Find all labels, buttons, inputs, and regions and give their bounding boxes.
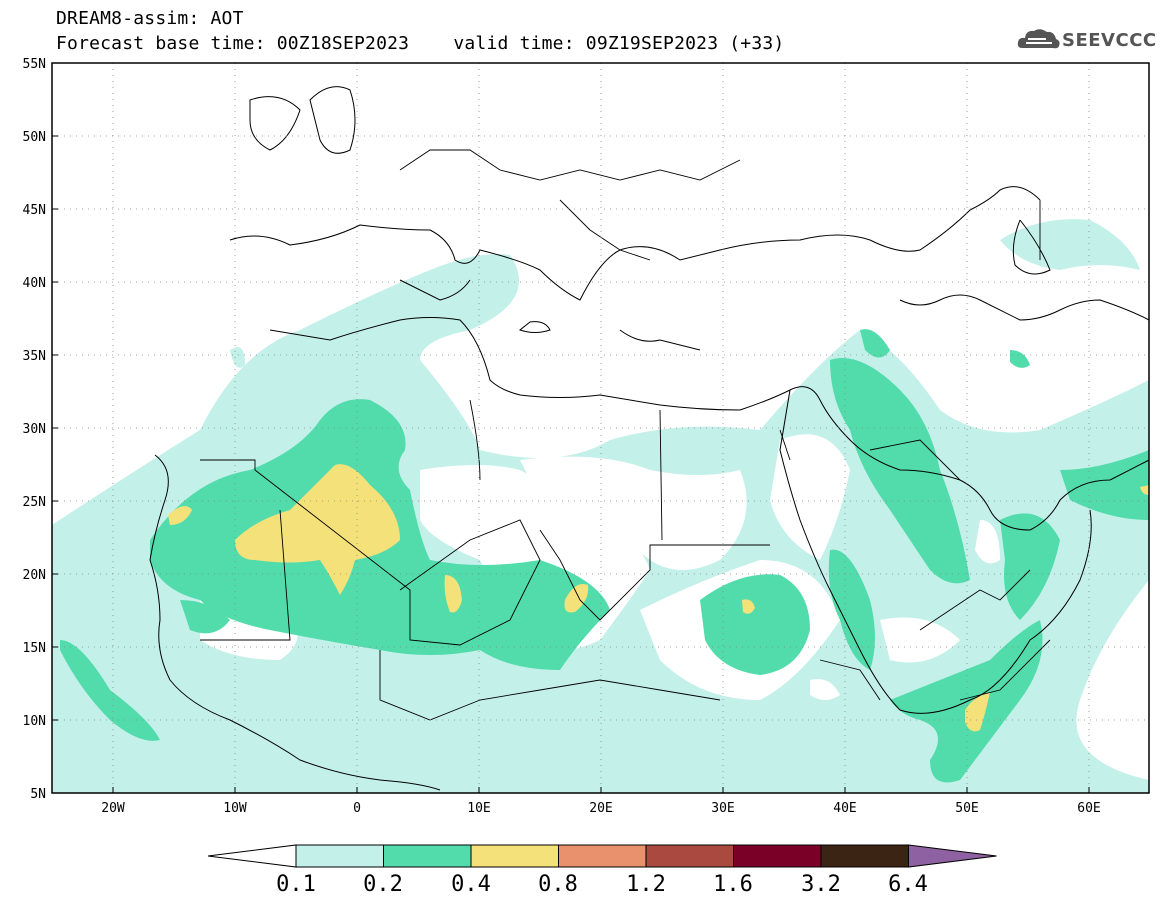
lon-label: 10W	[223, 801, 247, 816]
colorbar-swatch	[733, 844, 822, 868]
lat-label: 20N	[23, 568, 46, 583]
colorbar-swatch	[295, 844, 384, 868]
colorbar-swatch	[383, 844, 472, 868]
valid-time: valid time: 09Z19SEP2023 (+33)	[453, 33, 785, 54]
cloud-icon	[1017, 29, 1060, 49]
lon-label: 20W	[101, 801, 125, 816]
lat-label: 40N	[23, 276, 46, 291]
aot-fields	[52, 86, 1149, 793]
colorbar-label: 0.1	[276, 872, 316, 897]
axis-ticks	[52, 135, 1090, 793]
aot-level-0.4	[168, 464, 1149, 732]
colorbar	[207, 844, 997, 868]
lon-label: 10E	[467, 801, 490, 816]
colorbar-swatch	[558, 844, 647, 868]
colorbar-label: 1.2	[626, 872, 666, 897]
lon-label: 50E	[955, 801, 978, 816]
colorbar-label: 1.6	[713, 872, 753, 897]
longitude-labels: 20W 10W 0 10E 20E 30E 40E 50E 60E	[101, 801, 1100, 816]
colorbar-swatch	[645, 844, 734, 868]
lon-label: 0	[353, 801, 361, 816]
colorbar-label: 3.2	[801, 872, 841, 897]
country-borders	[200, 149, 1051, 721]
lon-label: 30E	[711, 801, 734, 816]
colorbar-swatch	[820, 844, 909, 868]
lat-label: 10N	[23, 714, 46, 729]
lat-label: 15N	[23, 641, 46, 656]
logo-text: SEEVCCC	[1062, 30, 1157, 51]
latitude-labels: 55N 50N 45N 40N 35N 30N 25N 20N 15N 10N …	[23, 57, 46, 802]
colorbar-label: 0.2	[363, 872, 403, 897]
colorbar-label: 0.8	[538, 872, 578, 897]
chart-title: DREAM8-assim: AOT	[56, 8, 244, 29]
lat-label: 45N	[23, 203, 46, 218]
lon-label: 20E	[589, 801, 612, 816]
colorbar-swatch	[470, 844, 559, 868]
base-time: Forecast base time: 00Z18SEP2023	[56, 33, 410, 54]
time-info: Forecast base time: 00Z18SEP2023 valid t…	[56, 33, 784, 54]
lon-label: 40E	[833, 801, 856, 816]
lat-label: 55N	[23, 57, 46, 72]
lat-label: 35N	[23, 349, 46, 364]
colorbar-extend-high	[908, 844, 997, 868]
lon-label: 60E	[1077, 801, 1100, 816]
colorbar-label: 6.4	[888, 872, 928, 897]
lat-label: 30N	[23, 422, 46, 437]
colorbar-extend-low	[207, 844, 297, 868]
colorbar-label: 0.4	[451, 872, 491, 897]
lat-label: 5N	[30, 787, 46, 802]
lat-label: 50N	[23, 130, 46, 145]
lat-label: 25N	[23, 495, 46, 510]
